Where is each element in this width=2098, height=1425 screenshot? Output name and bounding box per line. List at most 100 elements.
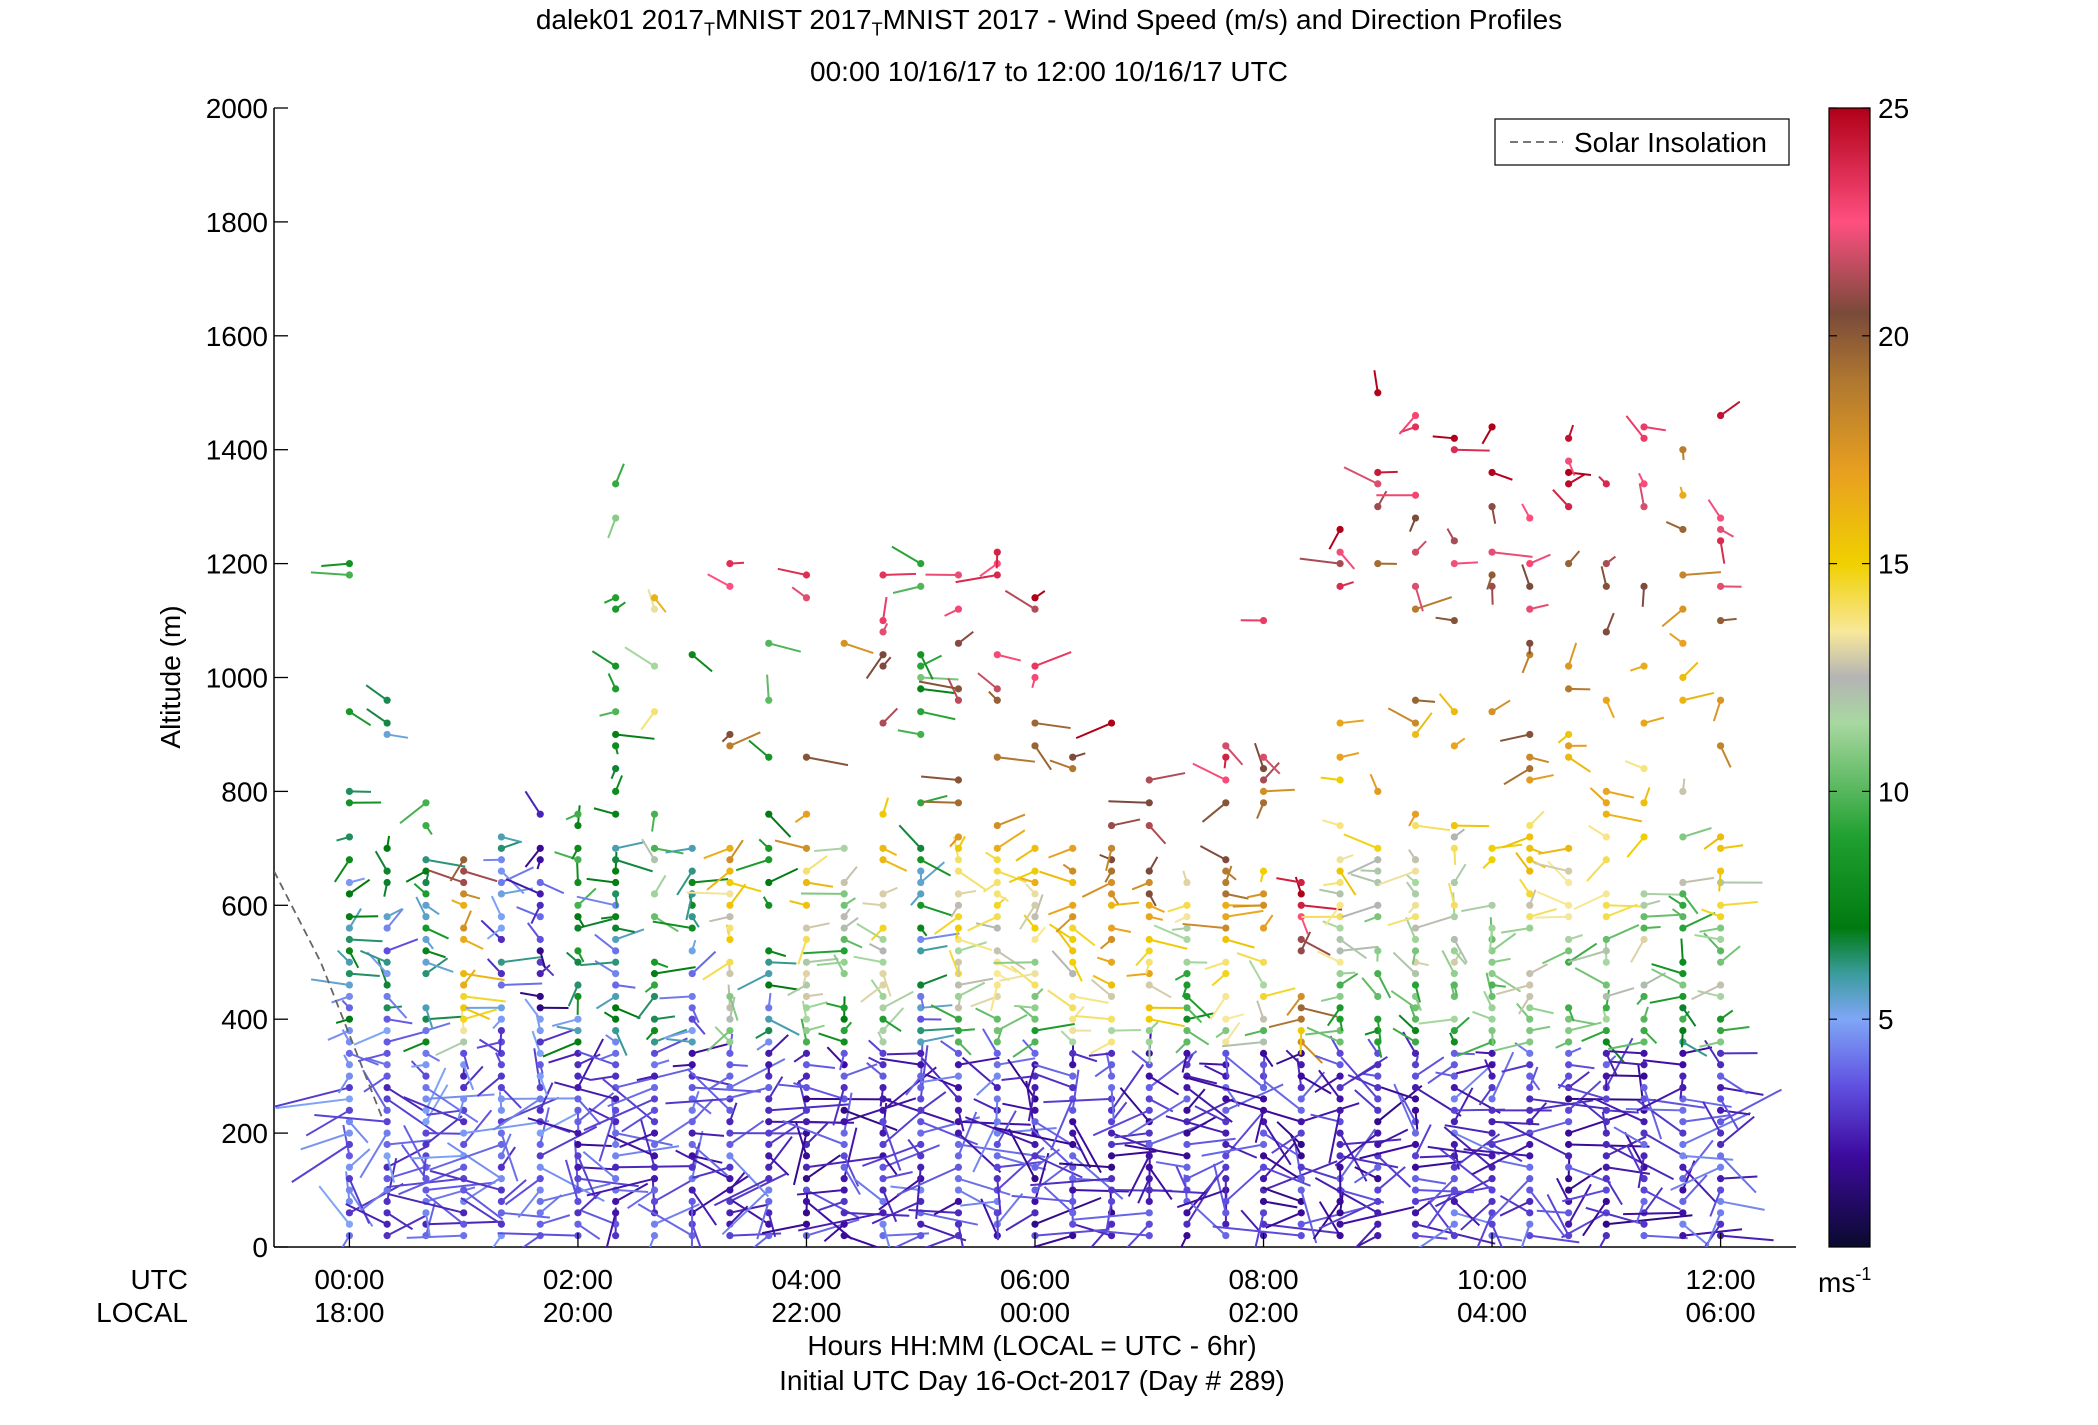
wind-barb-line <box>539 1107 550 1145</box>
wind-barb-line <box>843 1092 853 1134</box>
wind-barb-point <box>422 901 430 909</box>
wind-barb-point <box>612 1197 620 1206</box>
wind-barb-point <box>1716 1049 1725 1057</box>
wind-barb-line <box>803 949 845 955</box>
wind-barb-line <box>463 870 498 883</box>
wind-barb-line <box>501 955 543 964</box>
wind-barb-point <box>1336 1220 1344 1228</box>
wind-barb-point <box>1297 1026 1305 1035</box>
wind-barb-point <box>497 970 505 978</box>
wind-barb-point <box>840 1106 848 1114</box>
wind-barb-line <box>1719 540 1726 564</box>
wind-barb-point <box>1374 1106 1382 1114</box>
wind-barb-line <box>1568 1071 1590 1089</box>
wind-barb-point <box>1411 1232 1420 1240</box>
wind-barb-line <box>500 1086 522 1109</box>
wind-barb-line <box>428 869 465 884</box>
wind-barb-point <box>612 480 620 488</box>
wind-barb-line <box>1047 904 1074 916</box>
wind-barb-line <box>1339 938 1367 960</box>
wind-barb-point <box>1565 867 1573 875</box>
wind-barb-line <box>654 966 696 975</box>
wind-barb-point <box>1336 1129 1344 1137</box>
wind-barb-point <box>1222 1038 1230 1046</box>
wind-barb-line <box>1300 1102 1360 1123</box>
wind-barb-point <box>1526 560 1534 568</box>
wind-barb-point <box>650 708 659 716</box>
wind-barb-point <box>1374 1163 1382 1171</box>
wind-barb-point <box>1602 992 1610 1001</box>
wind-barb-point <box>1222 970 1230 978</box>
wind-barb-point <box>993 844 1001 852</box>
wind-barb-line <box>816 961 845 967</box>
wind-barb-point <box>1716 867 1725 875</box>
wind-barb-point <box>383 878 391 887</box>
wind-barb-point <box>802 1152 811 1160</box>
wind-barb-point <box>612 935 620 944</box>
wind-barb-line <box>1503 767 1531 786</box>
wind-barb-point <box>688 890 696 898</box>
wind-barb-point <box>1679 1129 1687 1137</box>
wind-barb-line <box>996 1212 999 1241</box>
wind-barb-point <box>1145 901 1153 909</box>
wind-barb-point <box>1716 1209 1725 1217</box>
wind-barb-line <box>1643 425 1666 432</box>
wind-barb-point <box>574 1140 582 1149</box>
wind-barb-point <box>497 924 505 932</box>
wind-barb-line <box>1148 1075 1180 1096</box>
wind-barb-line <box>1328 1110 1342 1164</box>
wind-barb-point <box>1565 1015 1573 1023</box>
wind-barb-line <box>1606 790 1635 799</box>
wind-barb-point <box>1411 935 1420 944</box>
wind-barb-point <box>345 913 354 921</box>
wind-barb-point <box>726 913 734 921</box>
wind-barb-point <box>802 970 811 978</box>
wind-barb-point <box>802 571 811 579</box>
wind-barb-line <box>624 646 656 667</box>
wind-barb-line <box>386 1146 427 1169</box>
wind-barb-line <box>1491 932 1517 952</box>
colorbar-tick-label: 15 <box>1878 549 1909 580</box>
wind-barb-line <box>360 1189 388 1212</box>
wind-barb-line <box>564 1159 579 1202</box>
x-axis-label-2: Initial UTC Day 16-Oct-2017 (Day # 289) <box>779 1365 1285 1396</box>
wind-barb-line <box>920 974 948 986</box>
wind-barb-line <box>1300 1189 1318 1244</box>
wind-barb-point <box>460 1026 468 1035</box>
wind-barb-point <box>1222 1095 1230 1103</box>
wind-barb-point <box>1183 1129 1191 1137</box>
wind-barb-point <box>1488 992 1496 1001</box>
wind-barb-point <box>1411 867 1420 875</box>
wind-barb-point <box>765 901 773 909</box>
wind-barb-line <box>1605 1178 1623 1206</box>
wind-barb-line <box>1606 1214 1693 1226</box>
wind-barb-point <box>1679 673 1687 682</box>
wind-barb-point <box>1450 1061 1458 1069</box>
wind-barb-line <box>1354 1234 1379 1247</box>
colorbar-tick-label: 25 <box>1878 93 1909 124</box>
wind-barb-point <box>1031 1049 1039 1057</box>
wind-barb-line <box>577 1038 604 1088</box>
wind-barb-point <box>1450 821 1458 830</box>
wind-barb-point <box>1145 1072 1153 1080</box>
wind-barb-line <box>1441 949 1456 975</box>
wind-barb-line <box>1438 693 1456 713</box>
wind-barb-line <box>577 1191 601 1214</box>
wind-barb-point <box>1450 1163 1458 1171</box>
wind-barb-point <box>1222 901 1230 909</box>
x-tick-label-local: 00:00 <box>1000 1297 1070 1328</box>
wind-barb-line <box>729 881 762 893</box>
wind-barb-line <box>1567 1080 1602 1112</box>
wind-barb-point <box>1640 1175 1648 1183</box>
wind-barb-point <box>1069 1197 1077 1206</box>
wind-barb-point <box>1488 1004 1496 1012</box>
wind-barb-point <box>1679 1186 1687 1194</box>
wind-barb-line <box>410 1154 464 1160</box>
wind-barb-line <box>924 1234 959 1247</box>
wind-barb-point <box>1297 1175 1305 1183</box>
wind-barb-line <box>729 1058 786 1089</box>
wind-barb-point <box>536 1072 544 1080</box>
wind-barb-line <box>1343 466 1379 485</box>
wind-barb-line <box>1586 859 1608 882</box>
wind-barb-line <box>721 1189 770 1236</box>
